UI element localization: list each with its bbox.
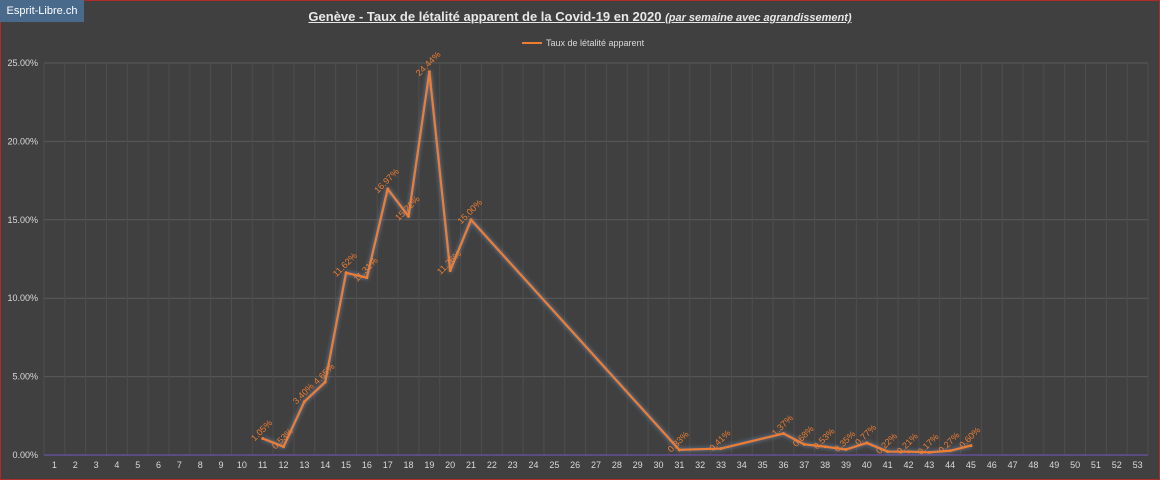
x-tick-label: 8 [198, 460, 203, 470]
gridlines [43, 62, 1149, 456]
x-tick-label: 29 [633, 460, 643, 470]
x-tick-label: 2 [73, 460, 78, 470]
data-point [844, 448, 848, 452]
data-point [282, 445, 286, 449]
x-tick-label: 16 [362, 460, 372, 470]
legend-label: Taux de létalité apparent [546, 38, 645, 48]
data-point [302, 400, 306, 404]
data-point [823, 445, 827, 449]
x-tick-label: 11 [258, 460, 267, 470]
x-tick-label: 10 [237, 460, 247, 470]
x-tick-label: 4 [114, 460, 119, 470]
data-point [969, 444, 973, 448]
data-label: 15.22% [393, 194, 422, 223]
data-point [344, 271, 348, 275]
y-axis: 0.00% 5.00% 10.00% 15.00% 20.00% 25.00% [7, 58, 38, 460]
data-point [323, 380, 327, 384]
site-badge[interactable]: Esprit-Libre.ch [0, 0, 84, 22]
data-point [719, 447, 723, 451]
x-tick-label: 13 [299, 460, 309, 470]
x-tick-label: 53 [1133, 460, 1143, 470]
x-tick-label: 38 [820, 460, 830, 470]
data-point [448, 269, 452, 273]
x-tick-label: 48 [1028, 460, 1038, 470]
x-tick-label: 15 [341, 460, 351, 470]
x-tick-label: 24 [529, 460, 539, 470]
x-tick-label: 33 [716, 460, 726, 470]
data-point [427, 70, 431, 74]
x-tick-label: 45 [966, 460, 976, 470]
x-tick-label: 12 [279, 460, 289, 470]
x-axis: 1 2 3 4 5 6 7 8 9 10 11 12 13 14 15 16 17 18 19 20 21 22 23 24 2… [52, 460, 1143, 470]
x-tick-label: 46 [987, 460, 997, 470]
data-point [261, 437, 265, 441]
data-point [802, 442, 806, 446]
data-point [865, 441, 869, 445]
x-tick-label: 19 [424, 460, 434, 470]
x-tick-label: 26 [570, 460, 580, 470]
y-tick-label: 15.00% [7, 215, 38, 225]
x-tick-label: 7 [177, 460, 182, 470]
x-tick-label: 25 [549, 460, 559, 470]
y-tick-label: 5.00% [12, 372, 38, 382]
data-point [469, 218, 473, 222]
data-point [365, 276, 369, 280]
x-tick-label: 20 [445, 460, 455, 470]
data-point [677, 448, 681, 452]
x-tick-label: 14 [320, 460, 330, 470]
x-tick-label: 37 [799, 460, 809, 470]
x-tick-label: 34 [737, 460, 747, 470]
y-tick-label: 10.00% [7, 293, 38, 303]
x-tick-label: 1 [52, 460, 57, 470]
x-tick-label: 28 [612, 460, 622, 470]
x-tick-label: 3 [94, 460, 99, 470]
x-tick-label: 30 [653, 460, 663, 470]
x-tick-label: 32 [695, 460, 705, 470]
x-tick-label: 35 [758, 460, 768, 470]
data-point [927, 450, 931, 454]
x-tick-label: 39 [841, 460, 851, 470]
chart-subtitle: (par semaine avec agrandissement) [665, 12, 852, 24]
x-tick-label: 22 [487, 460, 497, 470]
data-point [886, 450, 890, 454]
x-tick-label: 5 [135, 460, 140, 470]
x-tick-label: 47 [1008, 460, 1018, 470]
x-tick-label: 9 [219, 460, 224, 470]
x-tick-label: 17 [383, 460, 393, 470]
x-tick-label: 40 [862, 460, 872, 470]
x-tick-label: 27 [591, 460, 601, 470]
x-tick-label: 43 [924, 460, 934, 470]
chart-title: Genève - Taux de létalité apparent de la… [308, 9, 662, 24]
y-tick-label: 20.00% [7, 136, 38, 146]
data-point [948, 449, 952, 453]
chart-title-block: Genève - Taux de létalité apparent de la… [0, 9, 1160, 24]
x-tick-label: 18 [404, 460, 414, 470]
legend: Taux de létalité apparent [522, 38, 645, 48]
x-tick-label: 21 [466, 460, 476, 470]
data-point [906, 450, 910, 454]
x-tick-label: 44 [945, 460, 955, 470]
data-point [781, 432, 785, 436]
x-tick-label: 6 [156, 460, 161, 470]
x-tick-label: 36 [778, 460, 788, 470]
data-point [386, 187, 390, 191]
y-tick-label: 25.00% [7, 58, 38, 68]
x-tick-label: 41 [883, 460, 893, 470]
y-tick-label: 0.00% [12, 450, 38, 460]
x-tick-label: 23 [508, 460, 518, 470]
x-tick-label: 51 [1091, 460, 1101, 470]
x-tick-label: 50 [1070, 460, 1080, 470]
data-point [407, 214, 411, 218]
x-tick-label: 42 [903, 460, 913, 470]
x-tick-label: 49 [1049, 460, 1059, 470]
x-tick-label: 52 [1112, 460, 1122, 470]
series-layer: 1.05%0.53%3.40%4.65%11.62%11.31%16.97%15… [249, 49, 982, 456]
x-tick-label: 31 [674, 460, 684, 470]
